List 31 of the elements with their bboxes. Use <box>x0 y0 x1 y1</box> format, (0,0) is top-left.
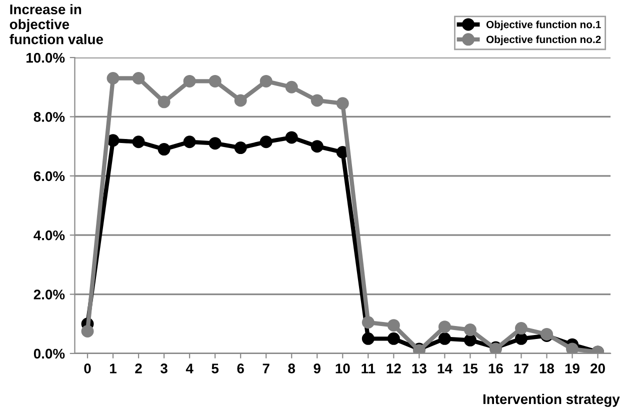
x-tick-label: 2 <box>135 364 142 374</box>
x-tick-label: 14 <box>438 364 452 374</box>
x-tick-label: 20 <box>590 364 605 374</box>
x-tick-label: 8 <box>288 364 296 374</box>
x-tick-label: 16 <box>488 364 503 374</box>
y-tick-label: 8.0% <box>34 112 65 122</box>
x-tick-label: 15 <box>463 364 478 374</box>
y-tick-label: 4.0% <box>34 230 65 240</box>
x-tick-label: 11 <box>362 364 376 374</box>
x-tick-label: 7 <box>262 364 270 374</box>
y-tick-label: 0.0% <box>34 348 65 359</box>
x-tick-label: 9 <box>314 364 320 374</box>
x-tick-label: 6 <box>237 364 244 374</box>
x-tick-label: 4 <box>186 364 194 374</box>
x-tick-label: 5 <box>212 364 219 374</box>
x-tick-label: 1 <box>110 364 117 374</box>
x-tick-label: 12 <box>386 364 401 374</box>
x-tick-label: 10 <box>336 364 350 374</box>
y-tick-label: 6.0% <box>34 171 65 182</box>
x-tick-label: 17 <box>514 364 528 374</box>
x-tick-label: 13 <box>412 364 426 374</box>
x-tick-label: 18 <box>540 364 554 374</box>
x-axis-title: Intervention strategy <box>483 394 620 407</box>
legend-label: Objective function no.2 <box>486 35 601 46</box>
legend-label: Objective function no.1 <box>486 20 601 30</box>
x-tick-label: 3 <box>160 364 168 374</box>
y-axis-title: Increase in objective function value <box>10 4 104 44</box>
y-tick-label: 10.0% <box>26 52 65 63</box>
x-tick-label: 0 <box>84 364 91 374</box>
y-tick-label: 2.0% <box>34 290 65 300</box>
x-tick-label: 19 <box>565 364 580 374</box>
